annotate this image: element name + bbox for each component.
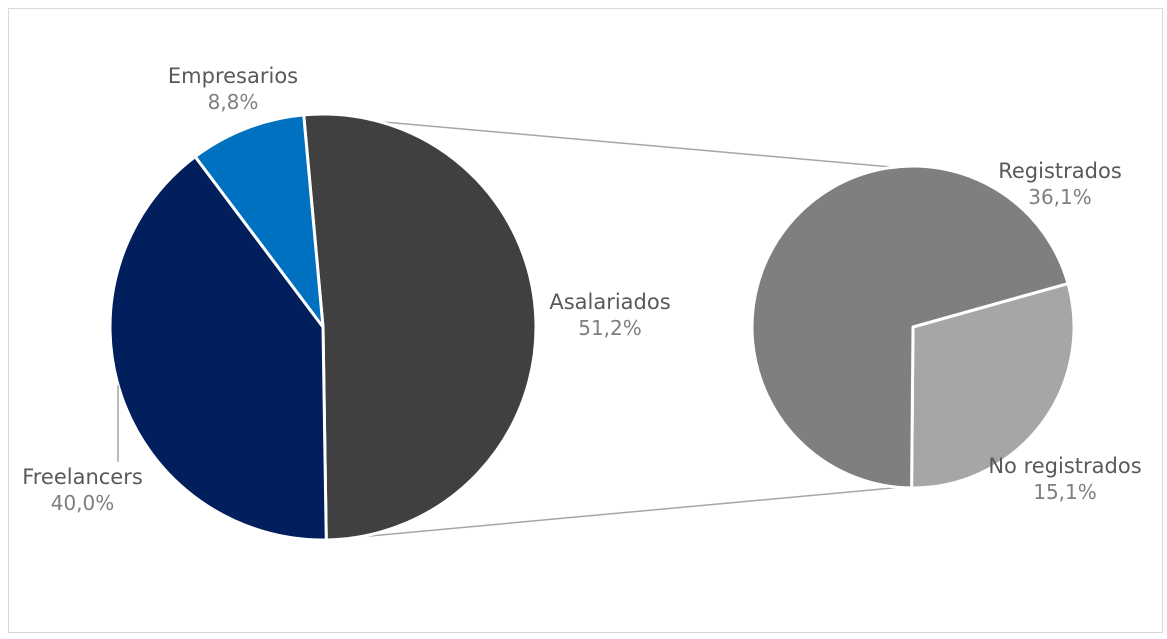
label-asalariados: Asalariados 51,2% [530,289,690,341]
asalariados-value: 51,2% [578,316,642,340]
asalariados-category: Asalariados [549,290,671,314]
no-registrados-category: No registrados [988,454,1142,478]
connector-line-bottom [326,486,900,541]
freelancers-category: Freelancers [22,465,143,489]
no-registrados-value: 15,1% [1033,480,1097,504]
label-no-registrados: No registrados 15,1% [970,453,1160,505]
label-empresarios: Empresarios 8,8% [148,63,318,115]
label-freelancers: Freelancers 40,0% [5,464,160,516]
connector-line-top [303,114,894,168]
label-registrados: Registrados 36,1% [975,158,1145,210]
registrados-value: 36,1% [1028,185,1092,209]
registrados-category: Registrados [998,159,1122,183]
slice-empresarios [193,113,325,329]
empresarios-category: Empresarios [167,64,299,88]
empresarios-value: 8,8% [207,90,259,114]
freelancers-value: 40,0% [50,491,115,515]
slice-registrados [750,164,1070,490]
slice-asalariados [302,112,538,542]
slice-no-registrados [910,282,1076,490]
slice-freelancers [108,155,328,542]
